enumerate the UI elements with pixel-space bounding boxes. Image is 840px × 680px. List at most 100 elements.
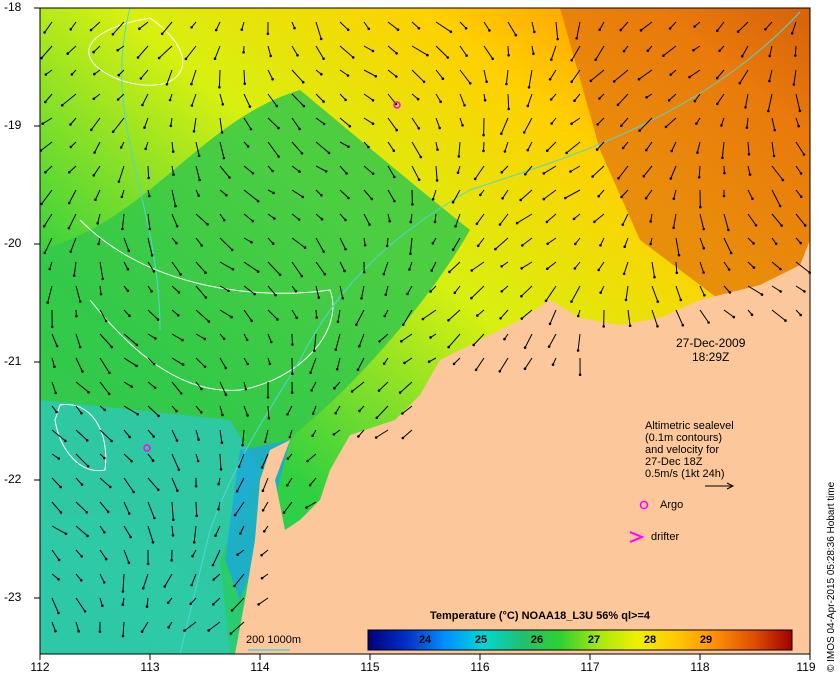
- velocity-arrow-head: [374, 74, 378, 78]
- velocity-arrow: [723, 237, 732, 254]
- velocity-arrow-head: [69, 28, 73, 31]
- velocity-arrow: [716, 93, 725, 105]
- velocity-arrow: [673, 189, 677, 199]
- velocity-arrow-head: [456, 171, 460, 174]
- velocity-arrow-head: [550, 58, 553, 61]
- velocity-arrow-head: [378, 340, 381, 343]
- velocity-arrow: [459, 93, 465, 106]
- velocity-arrow-head: [351, 56, 355, 59]
- velocity-arrow: [219, 165, 230, 178]
- velocity-arrow-head: [394, 102, 398, 106]
- velocity-arrow-head: [322, 250, 326, 253]
- velocity-arrow: [99, 573, 105, 583]
- velocity-arrow-head: [426, 53, 429, 57]
- velocity-arrow: [147, 525, 154, 543]
- velocity-arrow: [123, 501, 130, 514]
- velocity-arrow: [261, 549, 269, 556]
- velocity-arrow-head: [760, 293, 764, 296]
- velocity-arrow-head: [291, 372, 294, 376]
- velocity-arrow: [595, 45, 605, 60]
- isobath-legend-label: 200 1000m: [246, 634, 302, 646]
- velocity-arrow-head: [500, 170, 504, 174]
- velocity-arrow: [93, 165, 101, 176]
- velocity-arrow-head: [433, 220, 437, 224]
- velocity-arrow-head: [520, 317, 524, 320]
- velocity-arrow: [507, 21, 517, 36]
- velocity-arrow: [68, 189, 77, 204]
- velocity-arrow: [699, 285, 705, 296]
- velocity-arrow: [339, 165, 347, 174]
- velocity-arrow-head: [385, 244, 389, 248]
- velocity-arrow: [171, 525, 174, 536]
- velocity-arrow-head: [243, 82, 246, 85]
- velocity-arrow-head: [322, 122, 326, 126]
- velocity-arrow-head: [738, 81, 742, 85]
- velocity-arrow-head: [132, 490, 135, 494]
- velocity-arrow-head: [94, 198, 97, 201]
- velocity-arrow-head: [574, 242, 577, 246]
- velocity-arrow-head: [498, 370, 502, 373]
- velocity-arrow: [93, 93, 101, 100]
- velocity-arrow: [448, 333, 461, 348]
- velocity-arrow-head: [101, 604, 104, 607]
- velocity-arrow-head: [81, 370, 84, 373]
- velocity-arrow-head: [75, 314, 78, 318]
- velocity-arrow-head: [439, 100, 443, 103]
- velocity-arrow: [313, 333, 317, 351]
- velocity-arrow: [171, 213, 178, 227]
- velocity-arrow: [147, 381, 156, 389]
- velocity-arrow-head: [575, 37, 578, 40]
- velocity-arrow: [747, 213, 757, 226]
- velocity-arrow: [483, 21, 490, 31]
- velocity-arrow: [402, 429, 413, 439]
- x-tick-label: 118: [690, 660, 710, 674]
- velocity-arrow: [543, 165, 557, 174]
- velocity-arrow: [452, 189, 461, 203]
- velocity-scale-arrow-head: [726, 482, 735, 490]
- velocity-arrow-head: [382, 362, 386, 365]
- velocity-arrow-head: [269, 340, 273, 344]
- velocity-arrow: [121, 213, 125, 229]
- velocity-arrow: [339, 69, 349, 76]
- velocity-arrow-head: [251, 171, 255, 175]
- velocity-arrow-head: [388, 219, 392, 223]
- velocity-arrow-head: [347, 145, 350, 148]
- velocity-arrow: [521, 309, 533, 319]
- velocity-arrow: [267, 333, 272, 343]
- velocity-arrow-head: [246, 414, 249, 417]
- velocity-arrow-head: [716, 29, 719, 32]
- velocity-arrow-head: [266, 396, 270, 399]
- velocity-arrow: [358, 429, 365, 437]
- velocity-arrow-head: [628, 324, 632, 328]
- velocity-arrow: [546, 261, 557, 270]
- velocity-arrow: [387, 69, 397, 77]
- velocity-arrow: [147, 501, 155, 519]
- velocity-arrow-head: [476, 314, 479, 317]
- velocity-arrow: [44, 21, 53, 33]
- velocity-arrow: [723, 285, 731, 293]
- velocity-arrow-head: [750, 313, 754, 317]
- velocity-arrow: [75, 357, 83, 372]
- velocity-arrow-head: [370, 197, 374, 201]
- velocity-arrow-head: [799, 172, 803, 175]
- velocity-arrow-head: [745, 126, 749, 129]
- velocity-arrow-head: [111, 33, 115, 36]
- velocity-arrow-head: [491, 57, 495, 61]
- velocity-arrow-head: [324, 170, 328, 173]
- velocity-arrow: [97, 213, 101, 224]
- velocity-arrow: [47, 285, 53, 303]
- velocity-arrow: [261, 453, 269, 468]
- velocity-arrow: [291, 261, 303, 277]
- velocity-arrow: [147, 237, 153, 256]
- velocity-arrow: [171, 477, 178, 491]
- velocity-arrow: [219, 237, 233, 251]
- velocity-arrow-head: [382, 272, 386, 276]
- velocity-arrow-head: [267, 416, 271, 420]
- velocity-arrow-head: [752, 242, 755, 245]
- velocity-arrow-head: [85, 439, 89, 442]
- velocity-arrow: [675, 285, 682, 301]
- observation-datetime: 27-Dec-2009 18:29Z: [676, 336, 745, 364]
- velocity-arrow: [574, 93, 581, 102]
- velocity-arrow: [147, 453, 154, 461]
- velocity-arrow-head: [429, 290, 432, 293]
